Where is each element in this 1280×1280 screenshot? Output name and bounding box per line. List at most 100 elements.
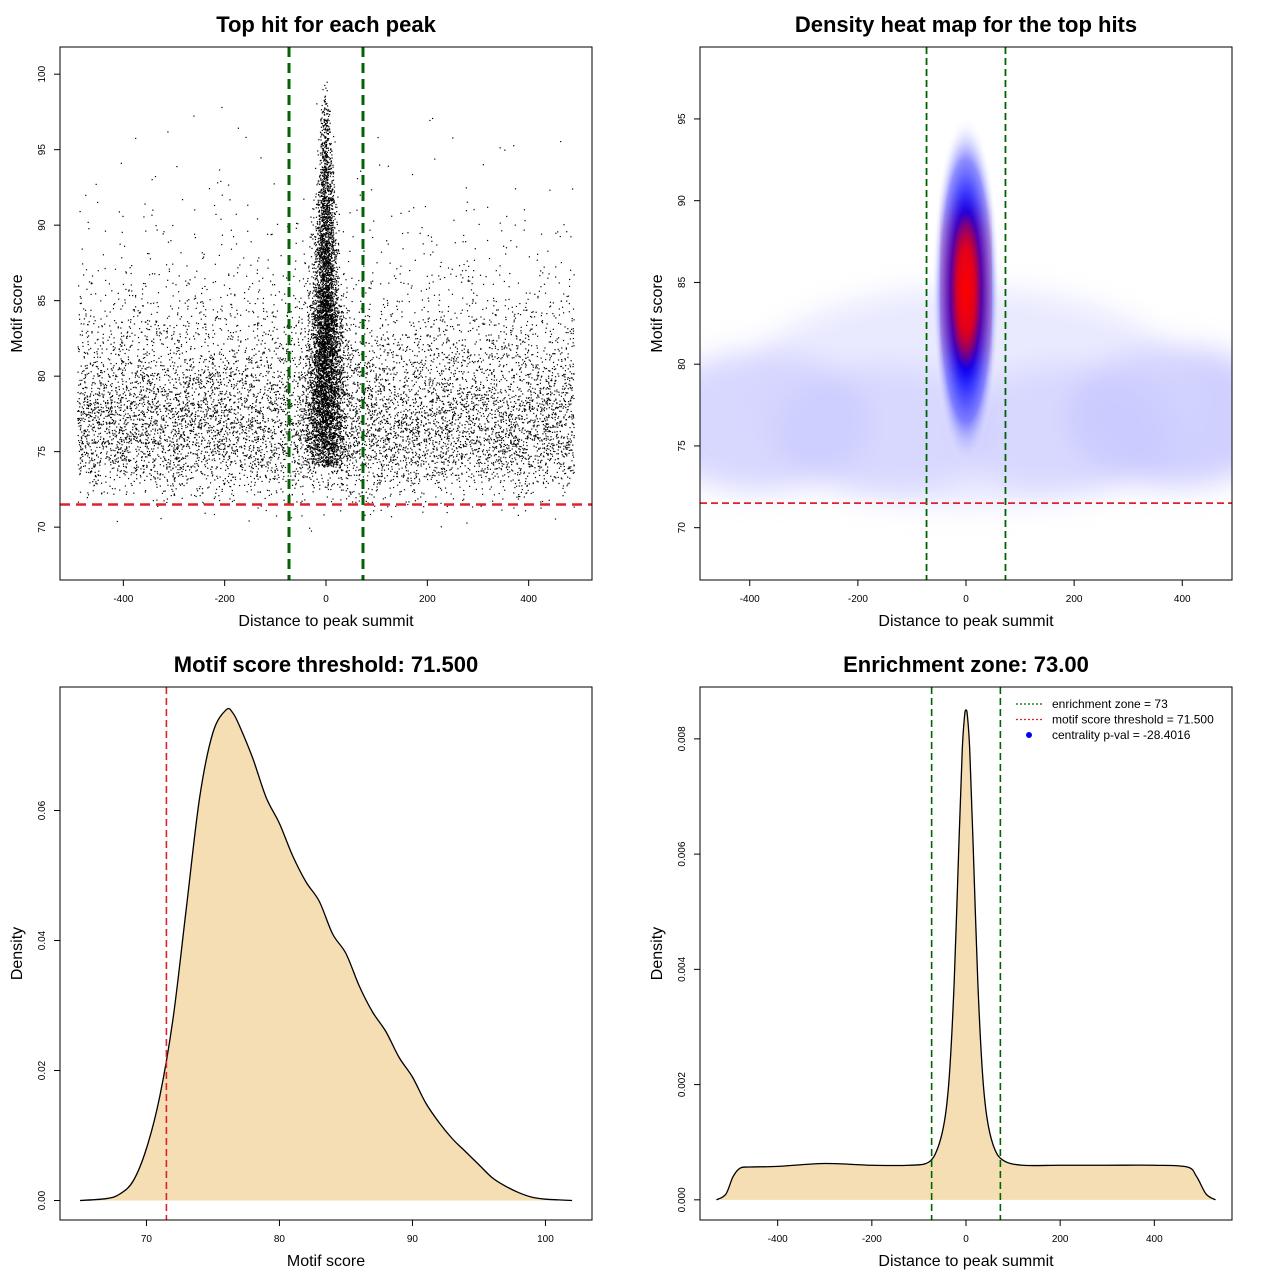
- data-point: [549, 430, 551, 433]
- data-point: [197, 410, 199, 412]
- data-point: [79, 403, 81, 405]
- data-point: [347, 309, 349, 312]
- data-point: [83, 377, 85, 380]
- data-point: [251, 418, 253, 420]
- data-point: [85, 313, 87, 315]
- data-point: [443, 315, 445, 317]
- data-point: [510, 442, 512, 444]
- data-point: [157, 473, 159, 475]
- data-point: [525, 478, 527, 480]
- data-point: [253, 445, 255, 447]
- data-point: [112, 449, 114, 451]
- data-point: [219, 421, 221, 423]
- data-point: [189, 416, 191, 418]
- data-point: [152, 461, 154, 463]
- data-point: [135, 387, 137, 389]
- data-point: [78, 468, 80, 470]
- data-point: [489, 478, 491, 480]
- data-point: [566, 295, 568, 298]
- data-point: [283, 476, 285, 478]
- data-point: [147, 448, 149, 450]
- data-point: [201, 488, 204, 490]
- data-point: [121, 360, 123, 362]
- data-point: [294, 306, 297, 309]
- data-point: [467, 412, 469, 414]
- data-point: [250, 450, 252, 453]
- data-point: [141, 423, 144, 425]
- data-point: [500, 442, 503, 444]
- data-point: [258, 380, 260, 382]
- data-point: [110, 405, 113, 408]
- data-point: [458, 426, 460, 428]
- data-point: [84, 382, 86, 384]
- data-point: [316, 478, 318, 480]
- data-point: [285, 452, 287, 454]
- data-point: [259, 409, 261, 411]
- data-point: [224, 393, 226, 396]
- data-point: [498, 435, 501, 437]
- data-point: [170, 460, 172, 462]
- data-point: [375, 455, 377, 457]
- data-point: [223, 343, 225, 345]
- data-point: [525, 438, 527, 440]
- data-point: [400, 355, 402, 357]
- data-point: [193, 404, 195, 406]
- data-point: [445, 458, 447, 460]
- data-point: [433, 387, 435, 389]
- data-point: [91, 382, 94, 384]
- data-point: [121, 430, 124, 432]
- data-point: [529, 315, 532, 318]
- data-point: [563, 293, 565, 295]
- data-point: [123, 429, 125, 432]
- data-point: [303, 413, 305, 415]
- data-point: [116, 458, 118, 460]
- data-point: [164, 476, 166, 478]
- data-point: [490, 486, 493, 488]
- data-point: [348, 356, 350, 359]
- data-point: [166, 398, 168, 400]
- data-point: [495, 447, 498, 449]
- data-point: [211, 356, 213, 358]
- data-point: [193, 335, 195, 337]
- data-point: [300, 328, 303, 330]
- data-point: [126, 400, 128, 402]
- data-point: [548, 377, 550, 379]
- data-point: [495, 468, 498, 470]
- data-point: [267, 366, 269, 368]
- data-point: [130, 319, 132, 321]
- data-point: [417, 425, 419, 428]
- data-point: [357, 399, 359, 401]
- data-point: [244, 484, 246, 486]
- data-point: [462, 399, 464, 401]
- data-point: [413, 325, 415, 328]
- data-point: [96, 360, 98, 363]
- data-point: [111, 413, 113, 415]
- data-point: [327, 436, 329, 438]
- data-point: [339, 328, 341, 330]
- data-point: [229, 338, 232, 340]
- data-point: [135, 415, 137, 417]
- data-point: [520, 491, 522, 494]
- data-point: [538, 368, 540, 370]
- data-point: [98, 424, 100, 426]
- data-point: [283, 362, 285, 364]
- data-point: [310, 381, 312, 383]
- data-point: [573, 345, 575, 347]
- data-point: [393, 361, 395, 363]
- data-point: [224, 448, 226, 450]
- data-point: [105, 402, 107, 404]
- data-point: [385, 454, 388, 456]
- data-point: [205, 329, 207, 331]
- data-point: [209, 448, 212, 450]
- data-point: [366, 408, 369, 410]
- data-point: [344, 425, 346, 427]
- data-point: [274, 294, 277, 296]
- data-point: [340, 399, 342, 401]
- data-point: [196, 449, 198, 452]
- data-point: [534, 421, 536, 423]
- data-point: [565, 347, 567, 349]
- data-point: [551, 378, 553, 380]
- data-point: [527, 383, 530, 385]
- data-point: [368, 471, 370, 473]
- data-point: [489, 457, 491, 459]
